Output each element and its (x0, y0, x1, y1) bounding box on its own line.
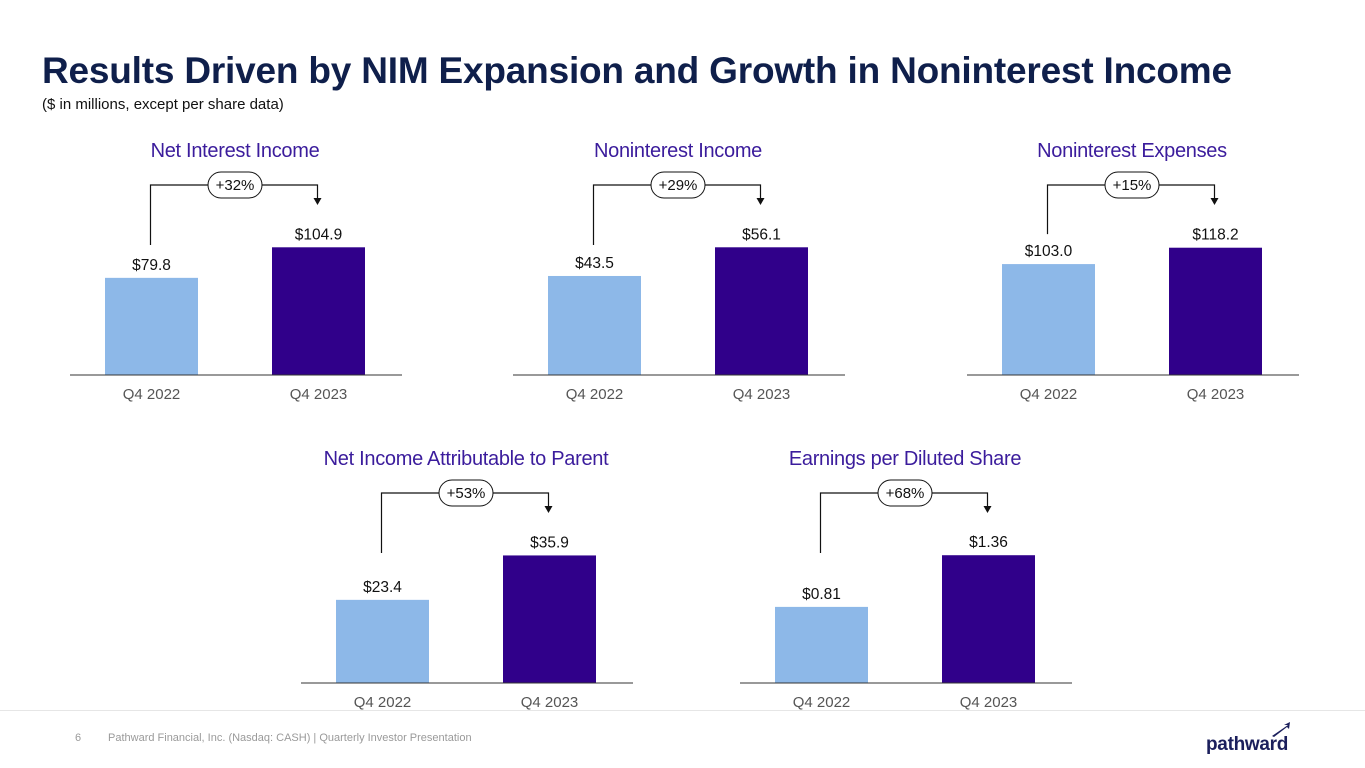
x-tick-label: Q4 2022 (354, 694, 412, 711)
chart-svg: $23.4 Q4 2022 $35.9 Q4 2023 +53% (301, 479, 633, 711)
change-label: +29% (659, 177, 698, 194)
logo-arrow-icon (1272, 722, 1290, 737)
footer-text: Pathward Financial, Inc. (Nasdaq: CASH) … (108, 732, 472, 744)
page-subtitle: ($ in millions, except per share data) (42, 96, 284, 113)
data-label: $23.4 (363, 579, 402, 596)
chart-noninterest-expenses: Noninterest Expenses $103.0 Q4 2022 $118.2… (962, 140, 1302, 410)
data-label: $1.36 (969, 534, 1008, 551)
change-badge (438, 479, 494, 507)
change-arrow-icon (983, 506, 992, 513)
chart-title: Noninterest Expenses (1037, 140, 1227, 162)
change-label: +32% (216, 177, 255, 194)
x-tick-label: Q4 2023 (1187, 386, 1245, 403)
data-label: $79.8 (132, 257, 171, 274)
x-tick-label: Q4 2022 (123, 386, 181, 403)
change-label: +15% (1113, 177, 1152, 194)
data-label: $104.9 (295, 226, 342, 243)
x-tick-label: Q4 2023 (960, 694, 1018, 711)
bar (503, 555, 596, 683)
data-label: $43.5 (575, 255, 614, 272)
footer-divider (0, 710, 1365, 711)
change-arrow-icon (756, 198, 765, 205)
x-tick-label: Q4 2023 (733, 386, 791, 403)
change-label: +53% (447, 485, 486, 502)
change-badge (1104, 171, 1160, 199)
chart-svg: $79.8 Q4 2022 $104.9 Q4 2023 +32% (70, 171, 402, 403)
change-label: +68% (886, 485, 925, 502)
chart-title: Net Income Attributable to Parent (323, 448, 609, 470)
data-label: $118.2 (1192, 227, 1238, 244)
data-label: $35.9 (530, 534, 569, 551)
change-badge (207, 171, 263, 199)
chart-earnings-per-share: Earnings per Diluted Share $0.81 Q4 2022 $… (735, 448, 1075, 718)
bar (105, 277, 198, 375)
chart-svg: $103.0 Q4 2022 $118.2 Q4 2023 +15% (967, 171, 1299, 403)
x-tick-label: Q4 2023 (290, 386, 348, 403)
chart-title: Earnings per Diluted Share (788, 448, 1022, 470)
bar (1002, 264, 1095, 375)
bar (1169, 247, 1262, 375)
data-label: $103.0 (1025, 243, 1073, 260)
x-tick-label: Q4 2022 (1020, 386, 1078, 403)
change-arrow-icon (313, 198, 322, 205)
bar (942, 555, 1035, 683)
chart-noninterest-income: Noninterest Income $43.5 Q4 2022 $56.1 Q4 2… (508, 140, 848, 410)
chart-title: Noninterest Income (593, 140, 763, 162)
chart-svg: $43.5 Q4 2022 $56.1 Q4 2023 +29% (513, 171, 845, 403)
page-number: 6 (75, 732, 82, 744)
chart-svg: $0.81 Q4 2022 $1.36 Q4 2023 +68% (740, 479, 1072, 711)
page-title: Results Driven by NIM Expansion and Grow… (42, 50, 1232, 91)
x-tick-label: Q4 2023 (521, 694, 579, 711)
bar (336, 599, 429, 683)
data-label: $0.81 (802, 586, 841, 603)
logo-wordmark: pathward (1206, 734, 1289, 755)
chart-net-interest-income: Net Interest Income $79.8 Q4 2022 $104.9 Q4… (65, 140, 405, 410)
chart-net-income-attributable: Net Income Attributable to Parent $23.4 Q… (296, 448, 636, 718)
change-badge (877, 479, 933, 507)
x-tick-label: Q4 2022 (793, 694, 851, 711)
x-tick-label: Q4 2022 (566, 386, 624, 403)
change-arrow-icon (544, 506, 553, 513)
bar (272, 247, 365, 375)
chart-title: Net Interest Income (150, 140, 320, 162)
bar (548, 275, 641, 375)
bar (715, 247, 808, 375)
change-badge (650, 171, 706, 199)
pathward-logo: pathward (1206, 722, 1296, 756)
bar (775, 606, 868, 683)
change-arrow-icon (1210, 198, 1219, 205)
data-label: $56.1 (742, 226, 781, 243)
